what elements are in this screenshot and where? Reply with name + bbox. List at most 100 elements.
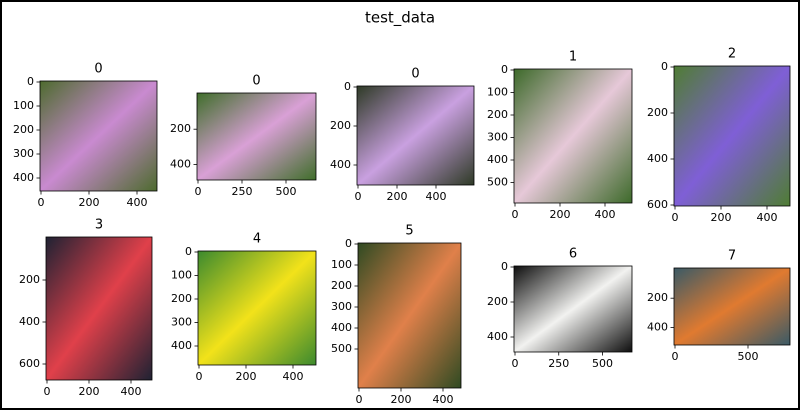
x-tick-label: 400 (595, 208, 616, 221)
panel-title: 4 (253, 232, 261, 247)
x-tick-label: 0 (672, 350, 679, 363)
panel-title: 2 (728, 47, 736, 62)
y-tick-label: 400 (19, 315, 40, 328)
y-tick-label: 200 (487, 108, 508, 121)
image-frame (513, 265, 633, 353)
image-frame (45, 236, 153, 381)
x-tick-label: 200 (79, 385, 100, 398)
y-tick-label: 0 (27, 75, 34, 88)
y-tick-label: 600 (19, 357, 40, 370)
y-tick-label: 400 (330, 158, 351, 171)
y-tick-label: 300 (487, 131, 508, 144)
panel-title: 6 (569, 247, 577, 262)
y-tick-label: 200 (13, 123, 34, 136)
panel-title: 5 (405, 224, 413, 239)
figure-title: test_data (365, 9, 435, 28)
x-tick-label: 0 (512, 208, 519, 221)
y-tick-label: 500 (331, 342, 352, 355)
image (198, 251, 316, 365)
x-tick-label: 0 (512, 357, 519, 370)
x-tick-label: 250 (548, 357, 569, 370)
image (197, 93, 316, 180)
y-tick-label: 400 (170, 157, 191, 170)
y-tick-label: 200 (487, 295, 508, 308)
y-tick-label: 400 (487, 330, 508, 343)
x-tick-label: 250 (232, 185, 253, 198)
x-tick-label: 500 (276, 185, 297, 198)
image-frame (357, 242, 462, 389)
x-tick-label: 0 (355, 190, 362, 203)
y-tick-label: 400 (171, 339, 192, 352)
x-tick-label: 200 (391, 393, 412, 406)
x-tick-label: 200 (236, 370, 257, 383)
x-tick-label: 200 (550, 208, 571, 221)
image-frame (39, 80, 158, 192)
y-tick-label: 200 (647, 106, 668, 119)
image (358, 243, 461, 388)
panel-title: 1 (569, 50, 577, 65)
image (514, 69, 632, 203)
panel-title: 7 (728, 249, 736, 264)
x-tick-label: 0 (44, 385, 51, 398)
panel-title: 0 (94, 62, 102, 77)
image (514, 266, 632, 352)
x-tick-label: 0 (195, 185, 202, 198)
y-tick-label: 300 (331, 300, 352, 313)
y-tick-label: 200 (331, 279, 352, 292)
x-tick-label: 0 (356, 393, 363, 406)
y-tick-label: 400 (647, 152, 668, 165)
image (674, 268, 790, 345)
image-frame (513, 68, 633, 204)
image (674, 66, 790, 206)
y-tick-label: 0 (345, 237, 352, 250)
y-tick-label: 400 (331, 321, 352, 334)
y-tick-label: 100 (331, 258, 352, 271)
y-tick-label: 200 (647, 291, 668, 304)
x-tick-label: 400 (127, 196, 148, 209)
x-tick-label: 400 (283, 370, 304, 383)
image (46, 237, 152, 380)
x-tick-label: 0 (672, 211, 679, 224)
x-tick-label: 400 (121, 385, 142, 398)
image-frame (673, 65, 791, 207)
x-tick-label: 0 (196, 370, 203, 383)
x-tick-label: 500 (592, 357, 613, 370)
y-tick-label: 400 (13, 171, 34, 184)
y-tick-label: 0 (344, 80, 351, 93)
y-tick-label: 0 (185, 245, 192, 258)
panel-title: 0 (252, 74, 260, 89)
panel-title: 3 (95, 218, 103, 233)
x-tick-label: 500 (738, 350, 759, 363)
image (40, 81, 157, 191)
y-tick-label: 0 (661, 60, 668, 73)
x-tick-label: 400 (433, 393, 454, 406)
y-tick-label: 100 (171, 269, 192, 282)
x-tick-label: 0 (38, 196, 45, 209)
y-tick-label: 300 (171, 316, 192, 329)
y-tick-label: 300 (13, 147, 34, 160)
y-tick-label: 200 (19, 273, 40, 286)
y-tick-label: 200 (330, 119, 351, 132)
y-tick-label: 200 (171, 292, 192, 305)
x-tick-label: 200 (711, 211, 732, 224)
x-tick-label: 200 (387, 190, 408, 203)
x-tick-label: 400 (426, 190, 447, 203)
y-tick-label: 0 (501, 63, 508, 76)
y-tick-label: 400 (487, 153, 508, 166)
y-tick-label: 600 (647, 198, 668, 211)
x-tick-label: 400 (757, 211, 778, 224)
panel-title: 0 (411, 67, 419, 82)
image-frame (356, 85, 475, 186)
image-frame (196, 92, 317, 181)
y-tick-label: 400 (647, 320, 668, 333)
y-tick-label: 500 (487, 176, 508, 189)
y-tick-label: 100 (13, 99, 34, 112)
y-tick-label: 100 (487, 86, 508, 99)
image-frame (673, 267, 791, 346)
x-tick-label: 200 (79, 196, 100, 209)
image (357, 86, 474, 185)
y-tick-label: 0 (501, 260, 508, 273)
y-tick-label: 200 (170, 122, 191, 135)
image-frame (197, 250, 317, 366)
